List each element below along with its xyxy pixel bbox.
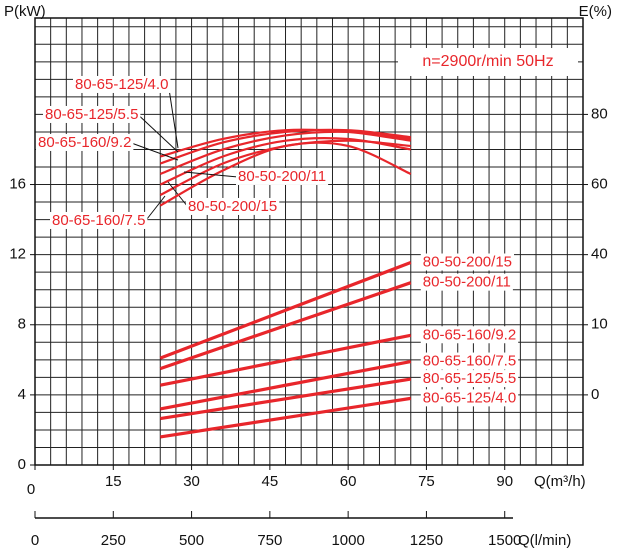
- y-tick-label: 12: [9, 246, 26, 263]
- x2-tick-label: 250: [101, 532, 126, 549]
- power-line: [159, 333, 412, 387]
- series-label: 80-65-160/7.5: [423, 353, 516, 370]
- series-label: 80-50-200/15: [188, 198, 277, 215]
- label-bg: [420, 253, 515, 271]
- power-line: [159, 261, 412, 360]
- series-label: 80-65-125/4.0: [423, 389, 516, 406]
- y2-tick-label: 40: [591, 246, 608, 263]
- power-line: [160, 396, 412, 439]
- series-label: 80-65-160/9.2: [423, 326, 516, 343]
- y2-tick-label: 0: [591, 386, 599, 403]
- series-label: 80-65-125/4.0: [75, 76, 168, 93]
- x2-tick-label: 1000: [331, 532, 364, 549]
- series-label: 80-65-125/5.5: [45, 106, 138, 123]
- y-tick-label: 16: [9, 175, 26, 192]
- y-axis-label: P(kW): [4, 3, 46, 20]
- power-line: [160, 377, 412, 421]
- x2-tick-label: 0: [31, 532, 39, 549]
- x-tick-label: 75: [418, 473, 435, 490]
- x2-axis-label: Q(l/min): [518, 532, 571, 549]
- leader-line: [167, 84, 179, 149]
- y-tick-label: 8: [18, 316, 26, 333]
- y-tick-label: 4: [18, 386, 26, 403]
- x-tick-label: 90: [496, 473, 513, 490]
- efficiency-curve: [159, 130, 411, 176]
- leader-line: [131, 142, 179, 161]
- x-tick-label: 60: [340, 473, 357, 490]
- power-line: [159, 360, 412, 411]
- label-bg: [420, 326, 519, 344]
- annotation: n=2900r/min 50Hz: [422, 53, 553, 70]
- series-label: 80-50-200/11: [238, 168, 326, 185]
- y2-tick-label: 10: [591, 316, 608, 333]
- label-bg: [36, 133, 134, 151]
- x2-tick-label: 500: [179, 532, 204, 549]
- x2-tick-label: 1250: [410, 532, 443, 549]
- x-axis-label: Q(m³/h): [534, 473, 586, 490]
- label-bg: [420, 352, 519, 370]
- y2-tick-label: 80: [591, 105, 608, 122]
- label-bg: [420, 273, 513, 291]
- series-label: 80-50-200/11: [423, 274, 511, 291]
- y2-tick-label: 60: [591, 175, 608, 192]
- x-tick-label: 30: [183, 473, 200, 490]
- series-label: 80-65-160/9.2: [38, 134, 131, 151]
- label-bg: [73, 75, 171, 93]
- y2-axis-label: E(%): [579, 3, 612, 20]
- labels: 0 4 8 12 16 0 10 40 60 80 0 15 30 45 60 75 90 0 250 500 750 1…: [9, 75, 608, 549]
- x2-tick-label: 1500: [488, 532, 521, 549]
- label-bg: [236, 167, 329, 185]
- label-bg: [420, 370, 519, 388]
- label-bg: [43, 105, 141, 123]
- efficiency-curve: [159, 141, 412, 207]
- leader-line: [138, 114, 179, 153]
- series-label: 80-50-200/15: [423, 254, 512, 271]
- efficiency-curve: [159, 128, 411, 165]
- series-label: 80-65-125/5.5: [423, 370, 516, 387]
- label-bg: [186, 197, 280, 215]
- x-tick-label: 15: [105, 473, 122, 490]
- leader-line: [145, 195, 166, 222]
- marks: [131, 84, 412, 439]
- leader-line: [183, 171, 239, 178]
- x-tick-label: 45: [262, 473, 279, 490]
- label-bg: [50, 211, 148, 229]
- y-tick-label: 0: [18, 456, 26, 473]
- annotation-box: [398, 48, 578, 76]
- plot-frame: [34, 17, 584, 466]
- power-line: [159, 281, 412, 371]
- series-label: 80-65-160/7.5: [52, 212, 145, 229]
- x2-tick-label: 750: [257, 532, 282, 549]
- label-bg: [420, 389, 519, 407]
- x-tick-label: 0: [27, 481, 35, 498]
